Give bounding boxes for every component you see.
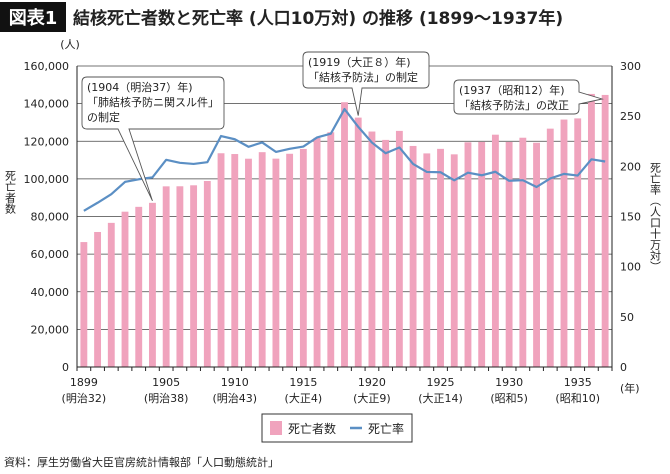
x-tick-label: 1935 [564,376,592,389]
bar-1912 [258,152,266,367]
left-axis-label: 死亡者数 [4,170,17,215]
annotation-text-1919: (1919（大正８）年) [308,55,411,69]
bar-1908 [203,180,211,367]
x-tick-label: 1925 [427,376,455,389]
legend-deaths: 死亡者数 [288,421,336,436]
right-tick-label: 100 [620,261,641,274]
legend: 死亡者数 死亡率 [261,413,413,443]
x-tick-label: 1915 [289,376,317,389]
bar-1900 [94,231,102,367]
bar-1924 [423,153,431,367]
figure-badge-bg [0,2,66,32]
bar-1909 [217,153,225,367]
bar-1906 [176,186,184,367]
bar-1929 [491,134,499,367]
left-tick-label: 120,000 [24,135,70,148]
annotation-text-1904: 「肺結核予防ニ関スル件」 [87,95,219,109]
bar-1933 [546,128,554,367]
bar-1905 [162,186,170,367]
bar-1922 [395,130,403,367]
left-tick-label: 160,000 [24,60,70,73]
bar-1937 [601,94,609,367]
bar-1923 [409,145,417,367]
bar-1915 [299,148,307,367]
bar-1932 [533,142,540,367]
x-tick-label: 1910 [221,376,249,389]
bar-1936 [587,93,595,367]
bar-1903 [135,206,143,367]
left-tick-label: 140,000 [24,98,70,111]
left-tick-label: 40,000 [31,286,70,299]
x-tick-era: (大正9) [353,391,391,405]
annotation-callout-1904 [81,76,225,202]
bar-1901 [107,222,115,367]
right-tick-label: 150 [620,211,641,224]
annotation-callout-1919 [302,51,430,116]
bar-1920 [368,131,376,367]
left-axis-unit: (人) [60,38,80,51]
x-tick-era: (明治32) [62,391,107,405]
bar-1899 [80,242,88,367]
x-tick-era: (昭和10) [555,392,600,405]
x-tick-era: (明治38) [144,391,189,405]
x-tick-era: (明治43) [212,391,257,405]
bar-1916 [313,137,321,367]
x-tick-label: 1920 [358,376,386,389]
x-tick-label: 1899 [70,376,98,389]
right-tick-label: 0 [620,361,627,374]
bar-1907 [190,185,198,367]
annotation-text-1919: 「結核予防法」の制定 [308,70,418,84]
bar-1930 [505,141,513,367]
right-tick-label: 50 [620,311,634,324]
annotation-callout-1937 [453,79,604,115]
bar-1935 [574,118,582,367]
annotation-text-1904: (1904（明治37）年) [87,80,193,94]
right-tick-label: 200 [620,160,641,173]
bar-1914 [286,153,294,367]
right-axis-label: 死亡率（人口十万対） [649,162,662,272]
annotation-text-1904: の制定 [87,110,120,124]
x-axis-unit: (年) [620,381,640,395]
x-tick-era: (昭和5) [490,392,528,405]
bar-1918 [341,102,348,368]
figure-badge: 図表1 [9,7,58,29]
left-tick-label: 80,000 [31,211,70,224]
annotation-text-1937: 「結核予防法」の改正 [459,98,569,112]
bar-1927 [464,142,472,367]
bar-1911 [245,158,252,367]
bar-1925 [437,148,444,367]
bar-1931 [519,137,527,367]
bar-1910 [231,154,239,367]
x-tick-label: 1905 [152,376,180,389]
right-tick-label: 250 [620,110,641,123]
x-tick-era: (大正14) [418,391,463,405]
bar-1928 [478,141,486,367]
bar-1926 [450,154,458,367]
bar-1904 [149,202,156,367]
left-tick-label: 0 [62,361,69,374]
chart-title: 結核死亡者数と死亡率 (人口10万対) の推移 (1899〜1937年) [73,8,563,29]
legend-bar-swatch [270,421,282,435]
legend-rate: 死亡率 [368,421,404,436]
left-tick-label: 60,000 [31,248,70,261]
left-tick-label: 100,000 [24,173,70,186]
x-tick-label: 1930 [495,376,523,389]
right-tick-label: 300 [620,60,641,73]
left-tick-label: 20,000 [31,323,70,336]
x-tick-era: (大正4) [285,391,323,405]
annotation-text-1937: (1937（昭和12）年) [459,83,565,97]
source-note: 資料：厚生労働省大臣官房統計情報部「人口動態統計」 [4,455,279,469]
bar-1913 [272,158,280,367]
bar-1934 [560,119,568,367]
bar-1921 [382,139,390,367]
bar-1917 [327,132,335,367]
bar-1919 [354,117,362,367]
bar-1902 [121,211,129,367]
